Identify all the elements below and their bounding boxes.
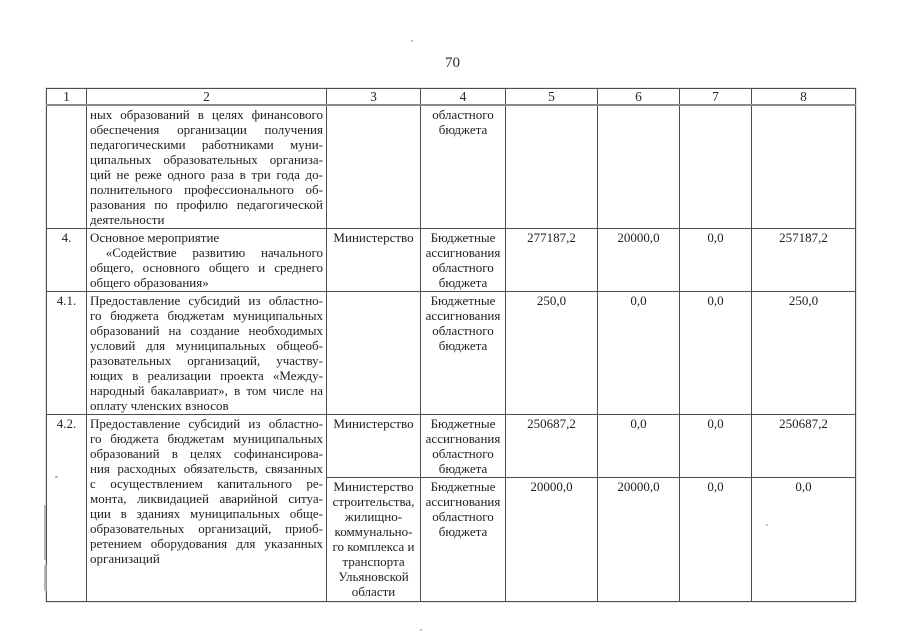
cell-funding-source: Бюджетные ассигнования областного бюджет… bbox=[420, 477, 506, 602]
table-row-continuation: ных образований в целях финансового обесп… bbox=[46, 104, 856, 229]
header-col-6: 6 bbox=[597, 88, 680, 106]
cell-activity: ных образований в целях финансового обесп… bbox=[86, 104, 327, 229]
cell-amount-col7: 0,0 bbox=[679, 414, 752, 478]
cell-amount-col7 bbox=[679, 104, 752, 229]
cell-executor: Министерство bbox=[326, 414, 421, 478]
cell-funding-source: Бюджетные ассигнования областного бюджет… bbox=[420, 228, 506, 292]
cell-activity: Предоставление субсидий из областно-го б… bbox=[86, 414, 327, 602]
header-col-7: 7 bbox=[679, 88, 752, 106]
table-header: 1 2 3 4 5 6 7 8 bbox=[46, 88, 856, 106]
cell-amount-total: 250,0 bbox=[505, 291, 598, 415]
scan-artifact bbox=[766, 524, 768, 526]
table-row-4-2-sub1: 4.2. Предоставление субсидий из областно… bbox=[46, 414, 856, 602]
cell-activity: Предоставление субсидий из областно-го б… bbox=[86, 291, 327, 415]
cell-amount-col7: 0,0 bbox=[679, 477, 752, 602]
cell-amount-total: 250687,2 bbox=[505, 414, 598, 478]
cell-amount-total bbox=[505, 104, 598, 229]
header-col-1: 1 bbox=[46, 88, 87, 106]
cell-amount-col7: 0,0 bbox=[679, 291, 752, 415]
cell-executor: Министерство bbox=[326, 228, 421, 292]
cell-amount-col6 bbox=[597, 104, 680, 229]
budget-table: 1 2 3 4 5 6 7 8 ных образований в целях … bbox=[46, 88, 856, 602]
cell-amount-col8: 250687,2 bbox=[751, 414, 856, 478]
scan-artifact bbox=[44, 565, 47, 591]
cell-amount-col6: 20000,0 bbox=[597, 228, 680, 292]
cell-funding-source: Бюджетные ассигнования областного бюджет… bbox=[420, 414, 506, 478]
cell-number: 4.2. bbox=[46, 414, 87, 602]
scan-artifact bbox=[55, 476, 58, 478]
cell-executor: Министерство строительства, жилищно- ком… bbox=[326, 477, 421, 602]
cell-activity: Основное мероприятие «Содействие развити… bbox=[86, 228, 327, 292]
cell-funding-source: Бюджетные ассигнования областного бюджет… bbox=[420, 291, 506, 415]
cell-funding-source: областного бюджета bbox=[420, 104, 506, 229]
header-col-4: 4 bbox=[420, 88, 506, 106]
cell-amount-col7: 0,0 bbox=[679, 228, 752, 292]
cell-number: 4. bbox=[46, 228, 87, 292]
cell-amount-total: 277187,2 bbox=[505, 228, 598, 292]
table-row-4-2-sub2: Министерство строительства, жилищно- ком… bbox=[47, 477, 856, 602]
cell-amount-col6: 0,0 bbox=[597, 414, 680, 478]
cell-amount-col8 bbox=[751, 104, 856, 229]
cell-number: 4.1. bbox=[46, 291, 87, 415]
cell-number bbox=[46, 104, 87, 229]
cell-amount-col8: 0,0 bbox=[751, 477, 856, 602]
cell-executor bbox=[326, 104, 421, 229]
table-row-4: 4. Основное мероприятие «Содействие разв… bbox=[46, 228, 856, 292]
cell-amount-col8: 250,0 bbox=[751, 291, 856, 415]
header-col-3: 3 bbox=[326, 88, 421, 106]
header-col-8: 8 bbox=[751, 88, 856, 106]
header-col-2: 2 bbox=[86, 88, 327, 106]
cell-amount-total: 20000,0 bbox=[505, 477, 598, 602]
header-col-5: 5 bbox=[505, 88, 598, 106]
table-row-4-1: 4.1. Предоставление субсидий из областно… bbox=[46, 291, 856, 415]
page-number: 70 bbox=[445, 55, 460, 71]
cell-amount-col8: 257187,2 bbox=[751, 228, 856, 292]
cell-amount-col6: 0,0 bbox=[597, 291, 680, 415]
scan-artifact bbox=[44, 505, 46, 560]
cell-executor bbox=[326, 291, 421, 415]
cell-amount-col6: 20000,0 bbox=[597, 477, 680, 602]
scan-artifact bbox=[411, 40, 413, 42]
table-header-row: 1 2 3 4 5 6 7 8 bbox=[46, 88, 856, 106]
scan-artifact bbox=[420, 629, 422, 631]
